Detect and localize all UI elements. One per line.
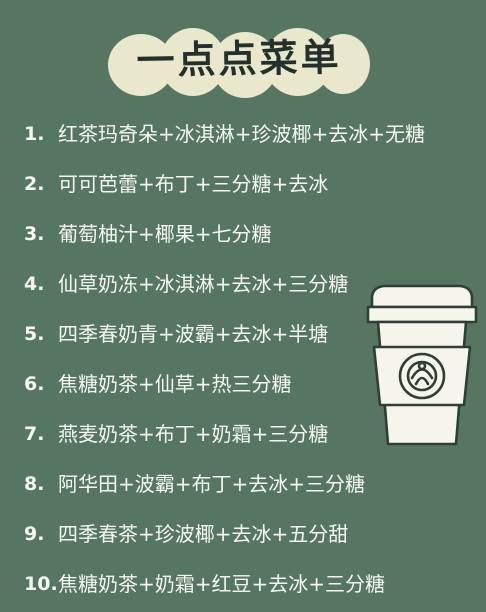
menu-item-text: 燕麦奶茶+布丁+奶霜+三分糖 bbox=[58, 422, 329, 446]
menu-item-text: 四季春茶+珍波椰+去冰+五分甜 bbox=[58, 522, 349, 546]
menu-item-number: 4. bbox=[24, 273, 45, 295]
menu-item: 6. 焦糖奶茶+仙草+热三分糖 bbox=[0, 367, 470, 401]
menu-item-number: 7. bbox=[24, 423, 45, 445]
menu-item: 5. 四季春奶青+波霸+去冰+半塘 bbox=[0, 317, 470, 351]
menu-item-text: 葡萄柚汁+椰果+七分糖 bbox=[58, 222, 272, 246]
menu-item: 2. 可可芭蕾+布丁+三分糖+去冰 bbox=[0, 167, 470, 201]
menu-item-number: 8. bbox=[24, 473, 45, 495]
menu-item-number: 3. bbox=[24, 223, 45, 245]
siren-head-icon bbox=[417, 361, 427, 371]
menu-item-number: 9. bbox=[24, 523, 45, 545]
menu-item-text: 焦糖奶茶+仙草+热三分糖 bbox=[58, 372, 292, 396]
menu-item-number: 10. bbox=[24, 573, 58, 595]
menu-item: 7. 燕麦奶茶+布丁+奶霜+三分糖 bbox=[0, 417, 470, 451]
menu-item-text: 仙草奶冻+冰淇淋+去冰+三分糖 bbox=[58, 272, 349, 296]
coffee-cup-icon bbox=[366, 279, 478, 451]
menu-item: 1. 红茶玛奇朵+冰淇淋+珍波椰+去冰+无糖 bbox=[0, 117, 470, 151]
menu-item: 3. 葡萄柚汁+椰果+七分糖 bbox=[0, 217, 470, 251]
menu-item: 4. 仙草奶冻+冰淇淋+去冰+三分糖 bbox=[0, 267, 470, 301]
menu-item-number: 6. bbox=[24, 373, 45, 395]
menu-item-text: 可可芭蕾+布丁+三分糖+去冰 bbox=[58, 172, 329, 196]
title-area: 一点点菜单 bbox=[0, 0, 486, 120]
coffee-cup-svg bbox=[366, 284, 478, 446]
cup-lid bbox=[370, 284, 474, 309]
siren-body-icon bbox=[414, 376, 430, 386]
menu-item: 10. 焦糖奶茶+奶霜+红豆+去冰+三分糖 bbox=[0, 567, 470, 601]
menu-item-number: 5. bbox=[24, 323, 45, 345]
menu-item: 9. 四季春茶+珍波椰+去冰+五分甜 bbox=[0, 517, 470, 551]
cup-lid-rim bbox=[366, 305, 478, 324]
title-bubble-right bbox=[316, 34, 370, 94]
menu-item-text: 阿华田+波霸+布丁+去冰+三分糖 bbox=[58, 472, 366, 496]
menu-item: 8. 阿华田+波霸+布丁+去冰+三分糖 bbox=[0, 467, 470, 501]
menu-item-number: 1. bbox=[24, 123, 45, 145]
menu-item-text: 焦糖奶茶+奶霜+红豆+去冰+三分糖 bbox=[58, 572, 386, 596]
menu-item-text: 红茶玛奇朵+冰淇淋+珍波椰+去冰+无糖 bbox=[58, 122, 426, 146]
menu-item-text: 四季春奶青+波霸+去冰+半塘 bbox=[58, 322, 329, 346]
menu-item-number: 2. bbox=[24, 173, 45, 195]
